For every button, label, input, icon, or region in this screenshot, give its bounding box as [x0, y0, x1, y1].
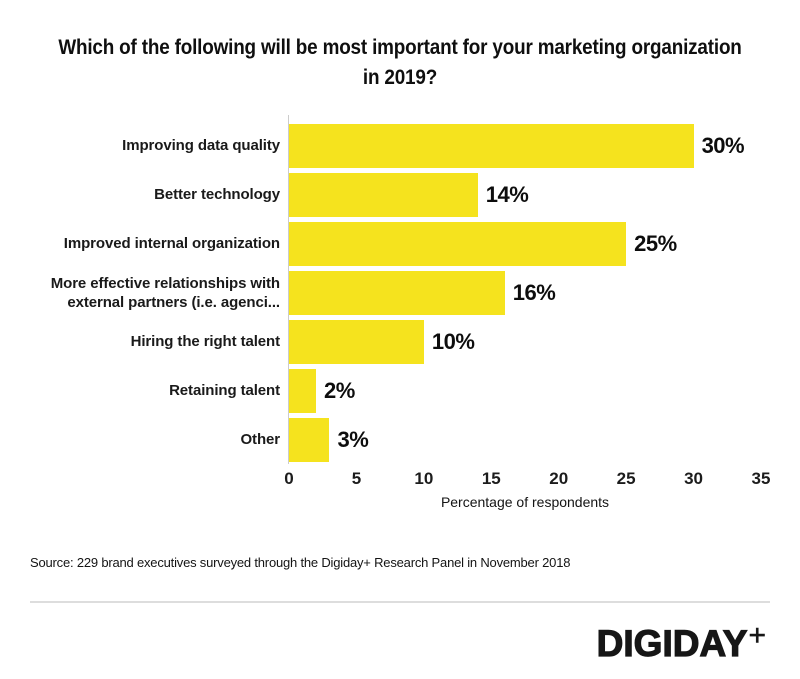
footer-divider: [30, 601, 770, 603]
bar-track: 14%: [289, 172, 761, 217]
bar-value-label: 10%: [431, 328, 475, 354]
bar-value-label: 3%: [337, 426, 369, 452]
bar: [289, 172, 478, 217]
bar-value-label: 14%: [485, 181, 529, 207]
x-tick-label: 20: [549, 469, 569, 488]
category-label: Retaining talent: [169, 382, 280, 399]
category-label: Other: [240, 431, 280, 448]
bar-row: Improved internal organization 25%: [0, 219, 800, 268]
bar-track: 10%: [289, 319, 761, 364]
chart-title: Which of the following will be most impo…: [0, 33, 800, 93]
category-label: More effective relationships with extern…: [50, 274, 280, 311]
y-axis-line: [288, 115, 289, 464]
bar-row: Improving data quality 30%: [0, 121, 800, 170]
bar-value-label: 2%: [323, 377, 355, 403]
source-note: Source: 229 brand executives surveyed th…: [30, 555, 571, 570]
chart-rows: Improving data quality 30% Better technolo…: [0, 115, 800, 464]
bar-row: More effective relationships with extern…: [0, 268, 800, 317]
x-tick-label: 10: [414, 469, 434, 488]
bar-track: 30%: [289, 123, 761, 168]
plus-icon: +: [748, 619, 766, 653]
bar-track: 3%: [289, 417, 761, 462]
bar-value-label: 30%: [701, 132, 745, 158]
bar-track: 16%: [289, 270, 761, 315]
bar-value-label: 16%: [512, 279, 556, 305]
x-tick-label: 15: [481, 469, 501, 488]
x-tick-label: 0: [284, 469, 294, 488]
digiday-logo-text: DIGIDAY: [596, 623, 748, 664]
category-label: Hiring the right talent: [130, 333, 280, 350]
bar: [289, 270, 505, 315]
x-tick-label: 25: [616, 469, 636, 488]
bar: [289, 417, 330, 462]
bar: [289, 319, 424, 364]
bar-row: Retaining talent 2%: [0, 366, 800, 415]
bar: [289, 368, 316, 413]
bar-track: 25%: [289, 221, 761, 266]
chart-title-line-2: in 2019?: [362, 66, 438, 89]
x-axis-ticks: 0 5 10 15 20 25 30 35: [284, 469, 770, 491]
x-tick-label: 5: [351, 469, 362, 488]
digiday-logo: DIGIDAY+: [596, 616, 766, 664]
bar-row: Hiring the right talent 10%: [0, 317, 800, 366]
category-label: Better technology: [154, 186, 280, 203]
bar-track: 2%: [289, 368, 761, 413]
category-label: Improving data quality: [122, 137, 280, 154]
bar-row: Other 3%: [0, 415, 800, 464]
bar-chart: Improving data quality 30% Better technolo…: [0, 115, 800, 510]
bar: [289, 123, 694, 168]
x-tick-label: 35: [751, 469, 771, 488]
bar-value-label: 25%: [634, 230, 677, 256]
footer: DIGIDAY+: [0, 616, 766, 664]
x-axis-label: Percentage of respondents: [440, 494, 610, 510]
x-tick-label: 30: [684, 469, 704, 488]
bar: [289, 221, 627, 266]
bar-row: Better technology 14%: [0, 170, 800, 219]
category-label: Improved internal organization: [63, 235, 280, 252]
chart-title-line-1: Which of the following will be most impo…: [58, 36, 742, 59]
